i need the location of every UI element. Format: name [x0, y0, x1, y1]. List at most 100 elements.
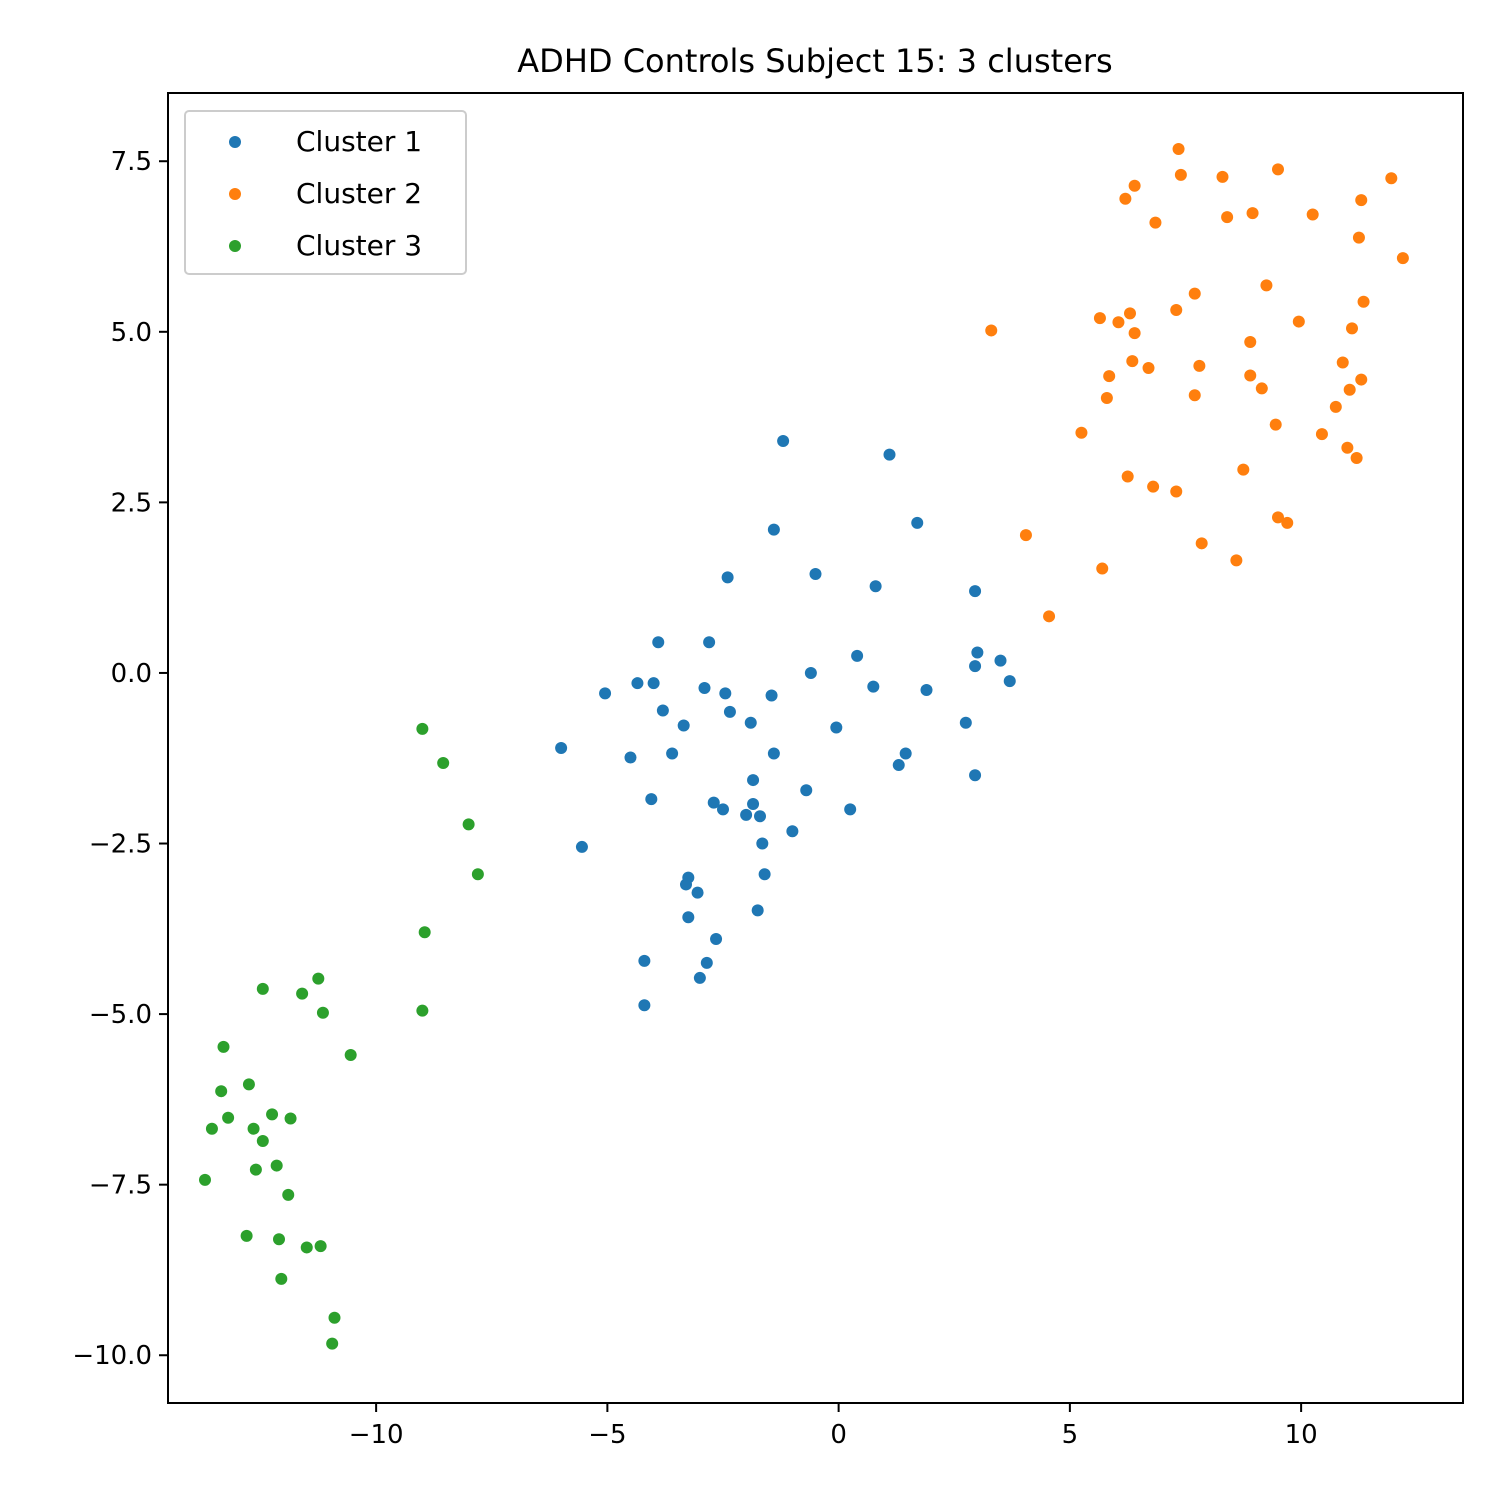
scatter-point — [1043, 610, 1056, 623]
scatter-point — [666, 747, 679, 760]
scatter-point — [1142, 361, 1155, 374]
scatter-point — [969, 585, 982, 598]
scatter-point — [599, 687, 612, 700]
x-tick-label: 0 — [830, 1420, 847, 1450]
scatter-point — [693, 971, 706, 984]
scatter-point — [631, 677, 644, 690]
scatter-point — [418, 926, 431, 939]
scatter-point — [266, 1108, 279, 1121]
legend-label: Cluster 1 — [296, 125, 422, 158]
scatter-point — [804, 666, 817, 679]
scatter-point — [344, 1049, 357, 1062]
scatter-point — [1269, 418, 1282, 431]
scatter-point — [1170, 485, 1183, 498]
scatter-point — [740, 808, 753, 821]
scatter-point — [717, 803, 729, 816]
scatter-point — [691, 886, 704, 899]
scatter-point — [316, 1006, 329, 1019]
scatter-point — [1221, 211, 1234, 224]
scatter-point — [645, 793, 658, 806]
scatter-point — [869, 580, 882, 593]
legend-label: Cluster 2 — [296, 177, 422, 210]
scatter-point — [767, 523, 780, 536]
scatter-point — [284, 1112, 297, 1125]
scatter-point — [1188, 389, 1201, 402]
legend-box — [184, 110, 467, 275]
scatter-point — [809, 568, 822, 581]
scatter-point — [756, 837, 769, 850]
scatter-point — [416, 1004, 429, 1017]
scatter-point — [710, 933, 723, 946]
axes-layer: −10 −5 0 5 10 −10.0 −7.5 −5.0 −2.5 0.0 2.5 5.0 7.5 — [72, 92, 1464, 1450]
scatter-point — [1112, 316, 1125, 329]
legend: Cluster 1 Cluster 2 Cluster 3 — [184, 110, 467, 275]
legend-marker — [229, 188, 241, 200]
scatter-point — [1343, 383, 1356, 396]
y-tick-label: 0.0 — [111, 659, 152, 689]
scatter-point — [1170, 303, 1183, 316]
scatter-point — [719, 687, 732, 700]
points-layer — [199, 142, 1409, 1350]
scatter-point — [830, 721, 843, 734]
scatter-point — [1336, 356, 1349, 369]
scatter-point — [1315, 428, 1328, 441]
scatter-point — [1350, 452, 1363, 465]
x-tick-label: 10 — [1285, 1420, 1318, 1450]
x-tick-label: −5 — [588, 1420, 626, 1450]
scatter-point — [1292, 315, 1305, 328]
scatter-point — [920, 684, 933, 697]
legend-marker — [229, 136, 241, 148]
chart-title: ADHD Controls Subject 15: 3 clusters — [517, 42, 1112, 80]
scatter-point — [1172, 142, 1185, 155]
scatter-point — [800, 784, 813, 797]
scatter-point — [282, 1188, 295, 1201]
x-tick-label: −10 — [349, 1420, 404, 1450]
scatter-point — [1093, 312, 1106, 325]
scatter-point — [899, 747, 912, 760]
scatter-point — [273, 1233, 285, 1246]
scatter-point — [249, 1163, 262, 1176]
scatter-point — [1357, 295, 1370, 308]
scatter-point — [721, 571, 734, 584]
scatter-point — [1272, 163, 1284, 176]
scatter-point — [205, 1122, 218, 1135]
scatter-point — [994, 654, 1007, 667]
scatter-point — [682, 911, 695, 924]
scatter-point — [1244, 369, 1257, 382]
scatter-point — [1019, 529, 1032, 542]
scatter-point — [314, 1240, 327, 1253]
series-1 — [555, 434, 1016, 1012]
scatter-point — [969, 769, 982, 782]
scatter-point — [416, 722, 429, 735]
scatter-point — [471, 868, 484, 881]
scatter-point — [851, 649, 864, 662]
scatter-point — [1281, 516, 1294, 529]
scatter-point — [758, 868, 771, 881]
scatter-point — [575, 840, 588, 853]
scatter-point — [199, 1173, 211, 1186]
scatter-point — [1244, 336, 1257, 349]
scatter-point — [1237, 463, 1250, 476]
scatter-point — [1272, 511, 1284, 524]
scatter-point — [656, 704, 669, 717]
scatter-point — [1174, 168, 1187, 181]
scatter-point — [700, 956, 713, 969]
scatter-point — [1128, 327, 1141, 340]
scatter-point — [777, 434, 790, 447]
scatter-point — [844, 803, 857, 816]
scatter-point — [437, 757, 450, 770]
scatter-point — [680, 878, 692, 891]
y-tick-label: −5.0 — [89, 1000, 152, 1030]
scatter-point — [1355, 194, 1368, 207]
scatter-point — [767, 747, 780, 760]
y-tick-label: 2.5 — [111, 488, 152, 518]
scatter-point — [1230, 554, 1243, 567]
series-3 — [199, 722, 484, 1350]
scatter-point — [1260, 279, 1273, 292]
scatter-point — [638, 954, 651, 967]
scatter-point — [217, 1040, 230, 1053]
legend-label: Cluster 3 — [296, 229, 422, 262]
y-tick-label: 7.5 — [111, 147, 152, 177]
scatter-point — [1255, 382, 1268, 395]
scatter-point — [256, 1135, 269, 1147]
